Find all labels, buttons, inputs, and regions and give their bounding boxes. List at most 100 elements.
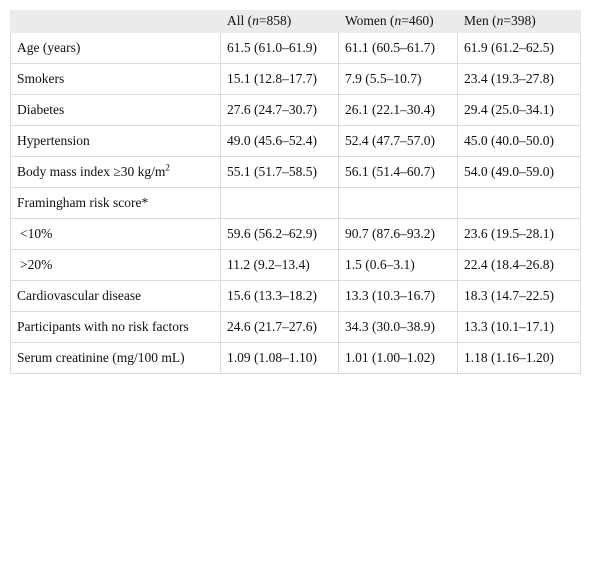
table-row: Body mass index ≥30 kg/m2 55.1 (51.7–58.5… (10, 156, 581, 188)
table-cell: 13.3 (10.3–16.7) (338, 280, 458, 312)
table-cell: 52.4 (47.7–57.0) (338, 125, 458, 157)
table-row: Participants with no risk factors 24.6 (2… (10, 311, 581, 343)
header-cell: All (n=858) (220, 10, 339, 33)
table-cell: 15.1 (12.8–17.7) (220, 63, 339, 95)
table-cell: 34.3 (30.0–38.9) (338, 311, 458, 343)
table-cell: 22.4 (18.4–26.8) (457, 249, 581, 281)
table-cell: 55.1 (51.7–58.5) (220, 156, 339, 188)
cell-text: 15.1 (12.8–17.7) (227, 71, 317, 86)
cell-text: Body mass index ≥30 kg/m (17, 164, 166, 179)
table-cell: 1.5 (0.6–3.1) (338, 249, 458, 281)
cell-text: 59.6 (56.2–62.9) (227, 226, 317, 241)
table-cell: 15.6 (13.3–18.2) (220, 280, 339, 312)
cell-text: Age (years) (17, 40, 81, 55)
table-cell: 24.6 (21.7–27.6) (220, 311, 339, 343)
table-cell: Framingham risk score* (10, 187, 221, 219)
cell-text: >20% (20, 257, 53, 272)
table-cell: 59.6 (56.2–62.9) (220, 218, 339, 250)
header-italic: n (252, 13, 259, 28)
table-cell: 23.6 (19.5–28.1) (457, 218, 581, 250)
cell-text: 11.2 (9.2–13.4) (227, 257, 310, 272)
cell-text: 1.01 (1.00–1.02) (345, 350, 435, 365)
cell-text: Smokers (17, 71, 65, 86)
cell-text: Serum creatinine (mg/100 mL) (17, 350, 185, 365)
table-row: Framingham risk score* (10, 187, 581, 219)
cell-text: 1.5 (0.6–3.1) (345, 257, 415, 272)
header-text: Women ( (345, 13, 395, 28)
cell-text: 23.6 (19.5–28.1) (464, 226, 554, 241)
table-cell: 49.0 (45.6–52.4) (220, 125, 339, 157)
cell-text: 61.9 (61.2–62.5) (464, 40, 554, 55)
table-cell (220, 187, 339, 219)
table-cell: 61.1 (60.5–61.7) (338, 32, 458, 64)
table-cell: 18.3 (14.7–22.5) (457, 280, 581, 312)
table-cell: 45.0 (40.0–50.0) (457, 125, 581, 157)
table-cell: 61.9 (61.2–62.5) (457, 32, 581, 64)
cell-text: 13.3 (10.1–17.1) (464, 319, 554, 334)
table-cell: Smokers (10, 63, 221, 95)
table-cell: Serum creatinine (mg/100 mL) (10, 342, 221, 374)
cell-text: 18.3 (14.7–22.5) (464, 288, 554, 303)
header-cell: Women (n=460) (338, 10, 458, 33)
cell-text: 24.6 (21.7–27.6) (227, 319, 317, 334)
table-cell: 90.7 (87.6–93.2) (338, 218, 458, 250)
table-cell (338, 187, 458, 219)
table-row: Diabetes 27.6 (24.7–30.7) 26.1 (22.1–30.4)… (10, 94, 581, 126)
table-cell: 1.09 (1.08–1.10) (220, 342, 339, 374)
table-row: Age (years) 61.5 (61.0–61.9) 61.1 (60.5–61… (10, 32, 581, 64)
table-cell: >20% (10, 249, 221, 281)
header-text: =858) (258, 13, 292, 28)
header-cell (10, 10, 221, 33)
cell-text: Diabetes (17, 102, 65, 117)
table-cell: Age (years) (10, 32, 221, 64)
cell-superscript: 2 (165, 162, 170, 173)
table-cell: Cardiovascular disease (10, 280, 221, 312)
cell-text: 49.0 (45.6–52.4) (227, 133, 317, 148)
table-cell: 26.1 (22.1–30.4) (338, 94, 458, 126)
data-table: All (n=858) Women (n=460) Men (n=398) Age … (10, 10, 581, 374)
cell-text: 90.7 (87.6–93.2) (345, 226, 435, 241)
cell-text: Participants with no risk factors (17, 319, 189, 334)
table-row: <10% 59.6 (56.2–62.9) 90.7 (87.6–93.2) 23.6… (10, 218, 581, 250)
table-row: Cardiovascular disease 15.6 (13.3–18.2) 13… (10, 280, 581, 312)
cell-text: 27.6 (24.7–30.7) (227, 102, 317, 117)
cell-text: 1.18 (1.16–1.20) (464, 350, 554, 365)
table-cell: 54.0 (49.0–59.0) (457, 156, 581, 188)
cell-text: 1.09 (1.08–1.10) (227, 350, 317, 365)
table-cell: 11.2 (9.2–13.4) (220, 249, 339, 281)
cell-text: Hypertension (17, 133, 90, 148)
header-text: All ( (227, 13, 253, 28)
cell-text: 7.9 (5.5–10.7) (345, 71, 422, 86)
cell-text: 61.1 (60.5–61.7) (345, 40, 435, 55)
table-cell: Diabetes (10, 94, 221, 126)
cell-text: 15.6 (13.3–18.2) (227, 288, 317, 303)
header-text: =398) (503, 13, 536, 28)
table-cell: Body mass index ≥30 kg/m2 (10, 156, 221, 188)
table-cell: 7.9 (5.5–10.7) (338, 63, 458, 95)
cell-text: 29.4 (25.0–34.1) (464, 102, 554, 117)
table-cell: 27.6 (24.7–30.7) (220, 94, 339, 126)
table-row: >20% 11.2 (9.2–13.4) 1.5 (0.6–3.1) 22.4 (18… (10, 249, 581, 281)
table-cell: 56.1 (51.4–60.7) (338, 156, 458, 188)
table-row: Smokers 15.1 (12.8–17.7) 7.9 (5.5–10.7) 23.… (10, 63, 581, 95)
table-cell: 61.5 (61.0–61.9) (220, 32, 339, 64)
cell-text: 61.5 (61.0–61.9) (227, 40, 317, 55)
header-text: =460) (401, 13, 434, 28)
cell-text: <10% (20, 226, 53, 241)
header-italic: n (394, 13, 402, 28)
table-row: Serum creatinine (mg/100 mL) 1.09 (1.08–1… (10, 342, 581, 374)
cell-text: Cardiovascular disease (17, 288, 142, 303)
cell-text: 52.4 (47.7–57.0) (345, 133, 435, 148)
cell-text: 56.1 (51.4–60.7) (345, 164, 435, 179)
cell-text: 45.0 (40.0–50.0) (464, 133, 554, 148)
table-cell (457, 187, 581, 219)
table-cell: 1.01 (1.00–1.02) (338, 342, 458, 374)
table-cell: 13.3 (10.1–17.1) (457, 311, 581, 343)
header-italic: n (496, 13, 504, 28)
table-cell: 29.4 (25.0–34.1) (457, 94, 581, 126)
cell-text: 55.1 (51.7–58.5) (227, 164, 317, 179)
cell-text: 34.3 (30.0–38.9) (345, 319, 435, 334)
cell-text: 22.4 (18.4–26.8) (464, 257, 554, 272)
header-row: All (n=858) Women (n=460) Men (n=398) (10, 10, 581, 33)
